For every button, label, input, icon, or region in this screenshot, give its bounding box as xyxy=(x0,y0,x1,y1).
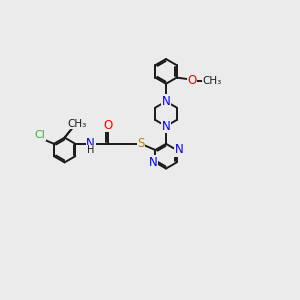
Text: CH₃: CH₃ xyxy=(68,119,87,129)
Text: O: O xyxy=(103,119,112,132)
Text: N: N xyxy=(162,120,170,133)
Text: S: S xyxy=(137,137,145,150)
Text: Cl: Cl xyxy=(34,130,46,140)
Text: N: N xyxy=(175,143,184,157)
Text: N: N xyxy=(86,137,95,150)
Text: O: O xyxy=(188,74,197,87)
Text: H: H xyxy=(87,145,94,155)
Text: CH₃: CH₃ xyxy=(202,76,222,85)
Text: N: N xyxy=(148,156,157,169)
Text: N: N xyxy=(162,95,170,108)
